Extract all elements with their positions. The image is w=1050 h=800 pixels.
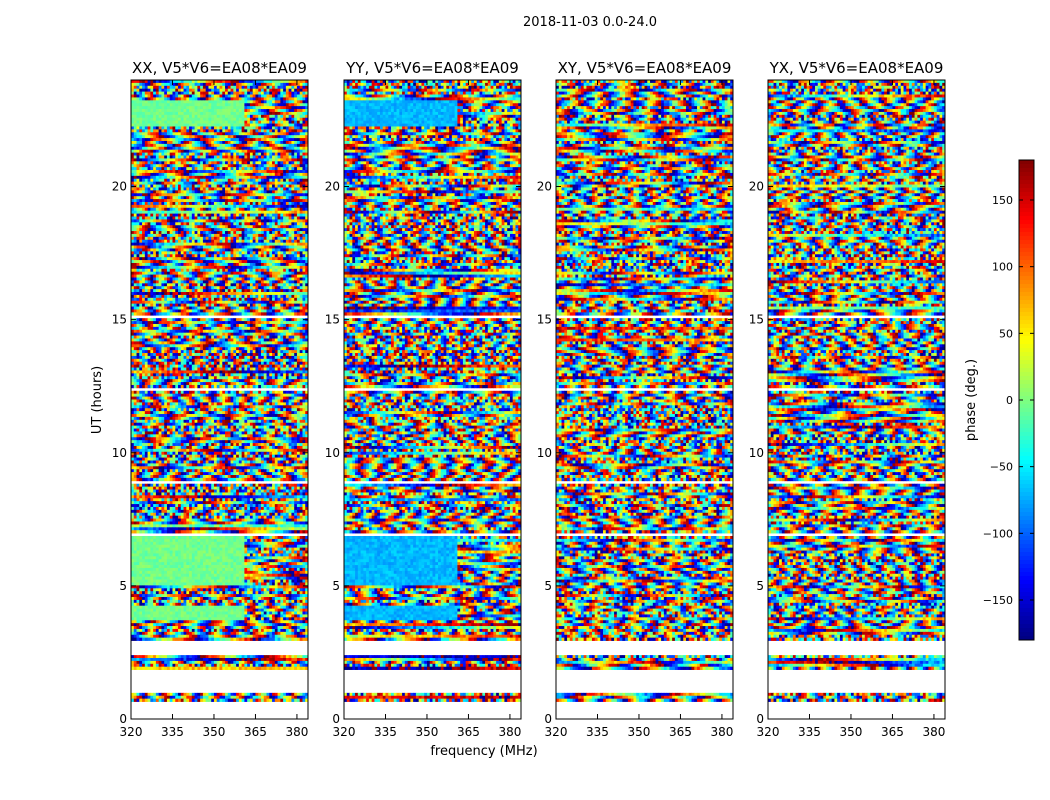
y-tick-label: 0	[332, 712, 340, 726]
colorbar: 150 100 50 0 −50 −100 −150	[983, 160, 1034, 640]
y-tick-label: 0	[756, 712, 764, 726]
phase-heatmap	[556, 80, 733, 702]
panel-yy: 320 335 350 365 380 0 5 10 15 20 YY, V5*V6=EA08*EA…	[325, 59, 522, 739]
panel-title: XY, V5*V6=EA08*EA09	[558, 59, 732, 77]
x-tick-label: 365	[244, 725, 267, 739]
colorbar-tick-label: 150	[992, 194, 1013, 207]
x-tick-label: 350	[628, 725, 651, 739]
x-tick-label: 380	[710, 725, 733, 739]
x-tick-label: 320	[757, 725, 780, 739]
phase-heatmap	[344, 80, 521, 702]
y-tick-label: 10	[537, 446, 552, 460]
y-tick-label: 15	[325, 313, 340, 327]
panel-title: YY, V5*V6=EA08*EA09	[345, 59, 519, 77]
colorbar-tick-label: 50	[999, 327, 1013, 340]
panel-title: XX, V5*V6=EA08*EA09	[132, 59, 307, 77]
x-tick-label: 335	[374, 725, 397, 739]
y-tick-label: 5	[332, 579, 340, 593]
colorbar-tick-label: −50	[990, 461, 1013, 474]
x-tick-label: 380	[922, 725, 945, 739]
y-axis-label: UT (hours)	[90, 366, 105, 434]
x-tick-label: 335	[161, 725, 184, 739]
x-tick-label: 320	[120, 725, 143, 739]
x-tick-label: 365	[669, 725, 692, 739]
panel-yx: 320 335 350 365 380 0 5 10 15 20 YX, V5*V6=EA08*EA…	[749, 59, 946, 739]
x-axis-label: frequency (MHz)	[430, 744, 537, 759]
y-tick-label: 0	[544, 712, 552, 726]
y-tick-label: 15	[112, 313, 127, 327]
colorbar-tick-label: −100	[983, 527, 1013, 540]
x-tick-label: 320	[333, 725, 356, 739]
y-tick-label: 20	[537, 180, 552, 194]
figure-title: 2018-11-03 0.0-24.0	[523, 15, 657, 30]
y-tick-label: 0	[119, 712, 127, 726]
y-tick-label: 10	[325, 446, 340, 460]
x-tick-label: 380	[285, 725, 308, 739]
x-tick-label: 320	[545, 725, 568, 739]
y-tick-label: 10	[112, 446, 127, 460]
y-tick-label: 20	[325, 180, 340, 194]
x-tick-label: 350	[840, 725, 863, 739]
panel-xy: 320 335 350 365 380 0 5 10 15 20 XY, V5*V6=EA08*EA…	[537, 59, 734, 739]
x-tick-label: 335	[798, 725, 821, 739]
y-tick-label: 20	[749, 180, 764, 194]
colorbar-tick-label: −150	[983, 594, 1013, 607]
colorbar-tick-label: 0	[1006, 394, 1013, 407]
y-tick-label: 5	[119, 579, 127, 593]
panel-xx: 320 335 350 365 380 0 5 10 15 20 XX, V5*V6=EA08*EA…	[112, 59, 309, 739]
y-tick-label: 5	[544, 579, 552, 593]
x-tick-label: 335	[586, 725, 609, 739]
panels: 320 335 350 365 380 0 5 10 15 20 XX, V5*V6=EA08*EA…	[112, 59, 946, 739]
x-tick-label: 365	[457, 725, 480, 739]
y-tick-label: 10	[749, 446, 764, 460]
colorbar-tick-label: 100	[992, 261, 1013, 274]
y-tick-label: 20	[112, 180, 127, 194]
colorbar-label: phase (deg.)	[964, 359, 979, 441]
x-tick-label: 365	[881, 725, 904, 739]
phase-heatmap	[131, 80, 308, 702]
y-tick-label: 15	[537, 313, 552, 327]
phase-heatmap	[768, 80, 945, 702]
y-tick-label: 15	[749, 313, 764, 327]
x-tick-label: 350	[416, 725, 439, 739]
x-tick-label: 350	[203, 725, 226, 739]
x-tick-label: 380	[498, 725, 521, 739]
panel-title: YX, V5*V6=EA08*EA09	[769, 59, 944, 77]
y-tick-label: 5	[756, 579, 764, 593]
